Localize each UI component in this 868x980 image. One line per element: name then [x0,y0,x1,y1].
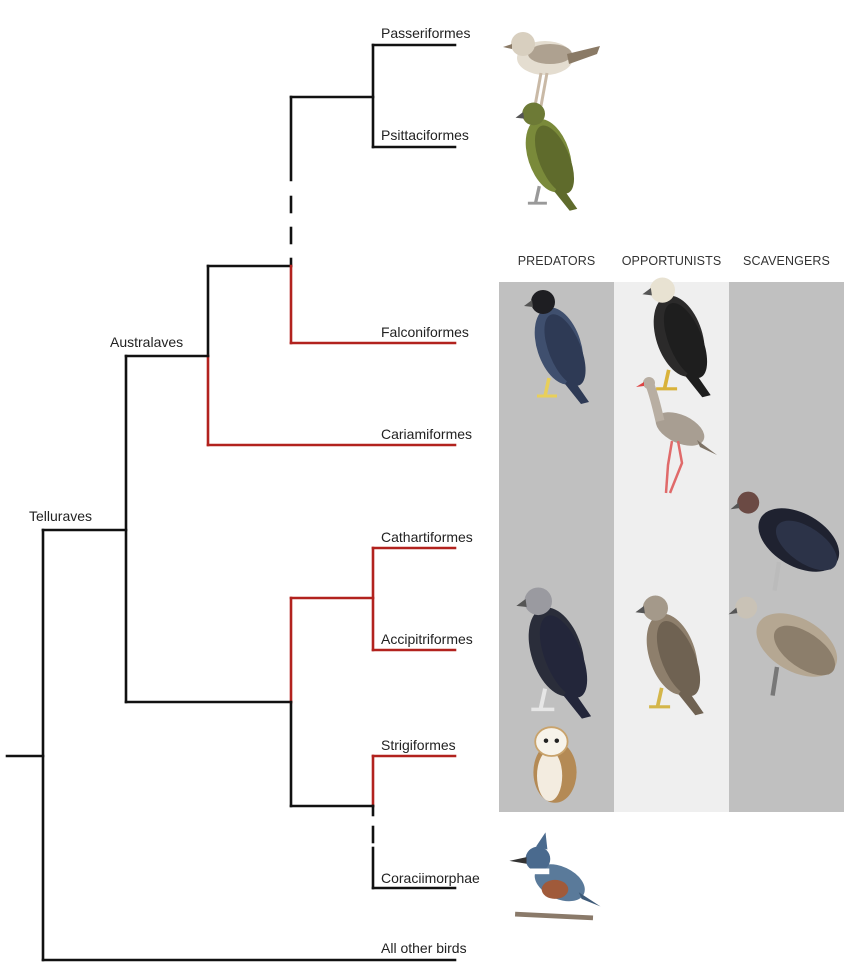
taxon-label-falconiformes: Falconiformes [381,324,469,340]
column-header-predators: PREDATORS [517,254,596,268]
seriema-illustration [636,377,717,494]
taxon-label-all-other-birds: All other birds [381,940,467,956]
griffon-vulture-illustration [728,596,838,696]
clade-label-telluraves: Telluraves [29,508,93,524]
taxon-label-passeriformes: Passeriformes [381,25,471,41]
taxon-label-strigiformes: Strigiformes [381,737,456,753]
taxon-label-cathartiformes: Cathartiformes [381,529,473,545]
column-header-scavengers: SCAVENGERS [743,254,830,268]
column-header-opportunists: OPPORTUNISTS [621,254,722,268]
taxon-label-cariamiformes: Cariamiformes [381,426,473,442]
barn-owl-illustration [533,726,577,803]
clade-label-australaves: Australaves [110,334,184,350]
harpy-eagle-illustration [516,587,592,719]
peregrine-falcon-illustration [524,290,589,404]
condor-illustration [730,491,840,591]
taxon-label-coraciimorphae: Coraciimorphae [381,870,480,886]
kea-parrot-illustration [515,102,578,211]
taxon-label-psittaciformes: Psittaciformes [381,127,469,143]
column-opportunists [614,282,729,812]
sparrow-illustration [503,32,600,107]
caracara-illustration [642,277,711,398]
black-kite-illustration [635,595,704,716]
kingfisher-illustration [509,832,601,921]
taxon-label-accipitriformes: Accipitriformes [381,631,473,647]
